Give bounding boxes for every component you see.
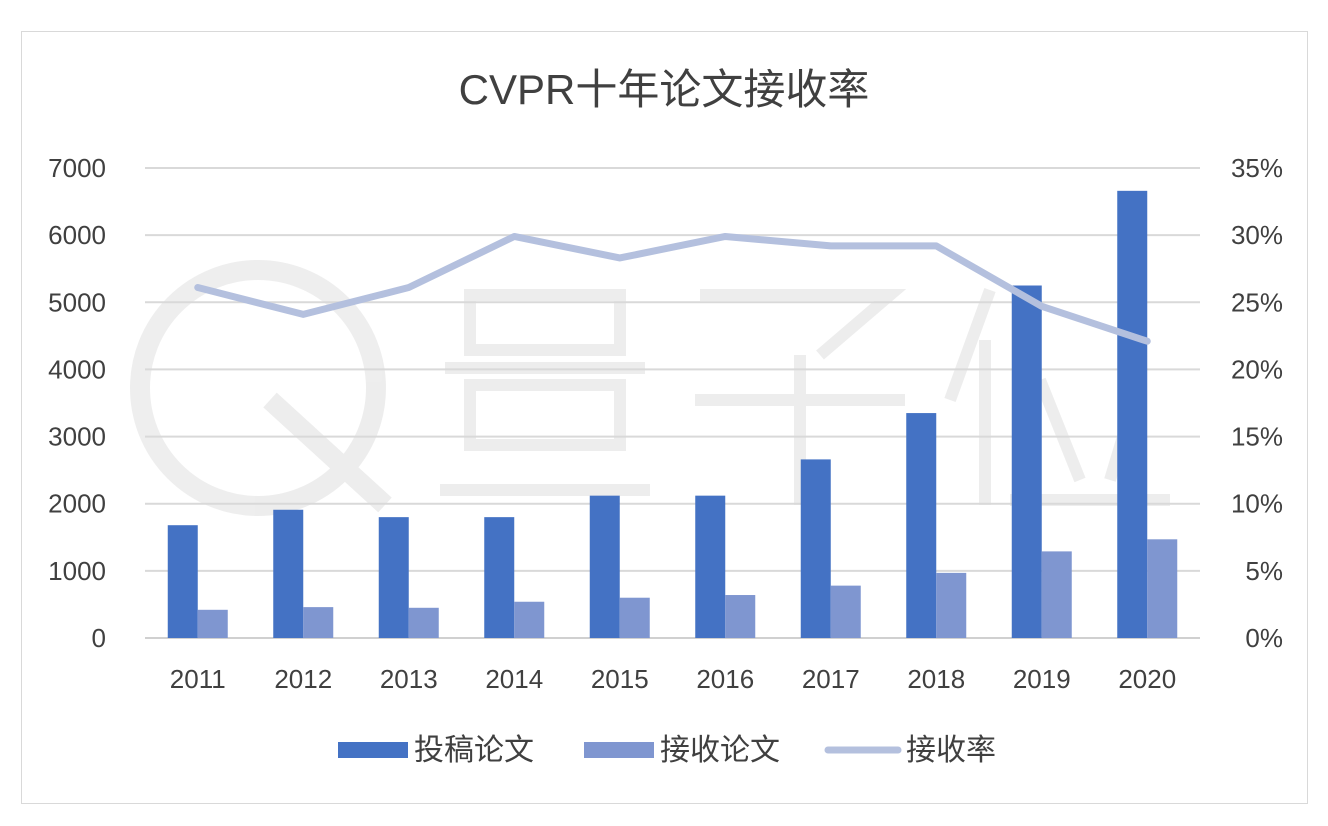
bar-accepted bbox=[408, 607, 439, 638]
chart-frame bbox=[21, 31, 1308, 804]
bar-submitted bbox=[800, 459, 831, 638]
bar-accepted bbox=[936, 572, 967, 638]
legend-swatch-submitted bbox=[338, 742, 408, 758]
y-right-tick-label: 20% bbox=[1231, 354, 1283, 384]
x-tick-label: 2019 bbox=[1013, 664, 1071, 694]
x-tick-label: 2015 bbox=[591, 664, 649, 694]
y-right-tick-label: 15% bbox=[1231, 422, 1283, 452]
bar-submitted bbox=[484, 517, 515, 638]
line-layer bbox=[194, 232, 1151, 345]
legend-swatch-accepted bbox=[584, 742, 654, 758]
x-tick-label: 2014 bbox=[485, 664, 543, 694]
bar-accepted bbox=[619, 597, 650, 638]
x-tick-label: 2016 bbox=[696, 664, 754, 694]
x-tick-label: 2018 bbox=[907, 664, 965, 694]
y-axis-right: 0% 5% 10% 15% 20% 25% 30% 35% bbox=[1231, 153, 1283, 653]
bar-accepted bbox=[197, 609, 228, 638]
line-acceptance-rate bbox=[194, 232, 1151, 345]
y-right-tick-label: 10% bbox=[1231, 489, 1283, 519]
y-left-tick-label: 1000 bbox=[48, 556, 106, 586]
y-right-tick-label: 0% bbox=[1245, 623, 1283, 653]
chart-title: CVPR十年论文接收率 bbox=[459, 66, 870, 113]
x-tick-label: 2012 bbox=[274, 664, 332, 694]
bar-submitted bbox=[1117, 190, 1148, 639]
bar-submitted bbox=[273, 509, 304, 638]
y-left-tick-label: 3000 bbox=[48, 422, 106, 452]
x-tick-label: 2020 bbox=[1118, 664, 1176, 694]
bar-layer bbox=[167, 190, 1178, 639]
y-left-tick-label: 7000 bbox=[48, 153, 106, 183]
y-right-tick-label: 35% bbox=[1231, 153, 1283, 183]
bar-submitted bbox=[378, 517, 409, 638]
bar-submitted bbox=[167, 525, 198, 638]
bar-submitted bbox=[589, 495, 620, 638]
bar-submitted bbox=[695, 495, 726, 638]
bar-accepted bbox=[1147, 539, 1178, 638]
bar-accepted bbox=[830, 585, 861, 638]
y-right-tick-label: 25% bbox=[1231, 287, 1283, 317]
y-left-tick-label: 5000 bbox=[48, 287, 106, 317]
bar-submitted bbox=[906, 413, 937, 638]
legend-label-accepted: 接收论文 bbox=[660, 733, 780, 768]
bar-accepted bbox=[303, 607, 334, 638]
bar-accepted bbox=[1041, 551, 1072, 638]
bar-accepted bbox=[514, 601, 545, 638]
legend-label-rate: 接收率 bbox=[906, 733, 996, 768]
legend: 投稿论文 接收论文 接收率 bbox=[338, 733, 996, 768]
y-left-tick-label: 6000 bbox=[48, 220, 106, 250]
bar-accepted bbox=[725, 595, 756, 638]
y-left-tick-label: 4000 bbox=[48, 354, 106, 384]
x-tick-label: 2011 bbox=[170, 664, 226, 694]
y-left-tick-label: 2000 bbox=[48, 489, 106, 519]
x-tick-label: 2017 bbox=[802, 664, 860, 694]
bar-submitted bbox=[1011, 285, 1042, 638]
y-right-tick-label: 5% bbox=[1245, 556, 1283, 586]
y-left-tick-label: 0 bbox=[92, 623, 106, 653]
x-axis: 2011 2012 2013 2014 2015 2016 2017 2018 2019 2020 bbox=[170, 664, 1176, 694]
x-tick-label: 2013 bbox=[380, 664, 438, 694]
y-axis-left: 0 1000 2000 3000 4000 5000 6000 7000 bbox=[48, 153, 106, 653]
legend-label-submitted: 投稿论文 bbox=[414, 733, 534, 768]
y-right-tick-label: 30% bbox=[1231, 220, 1283, 250]
